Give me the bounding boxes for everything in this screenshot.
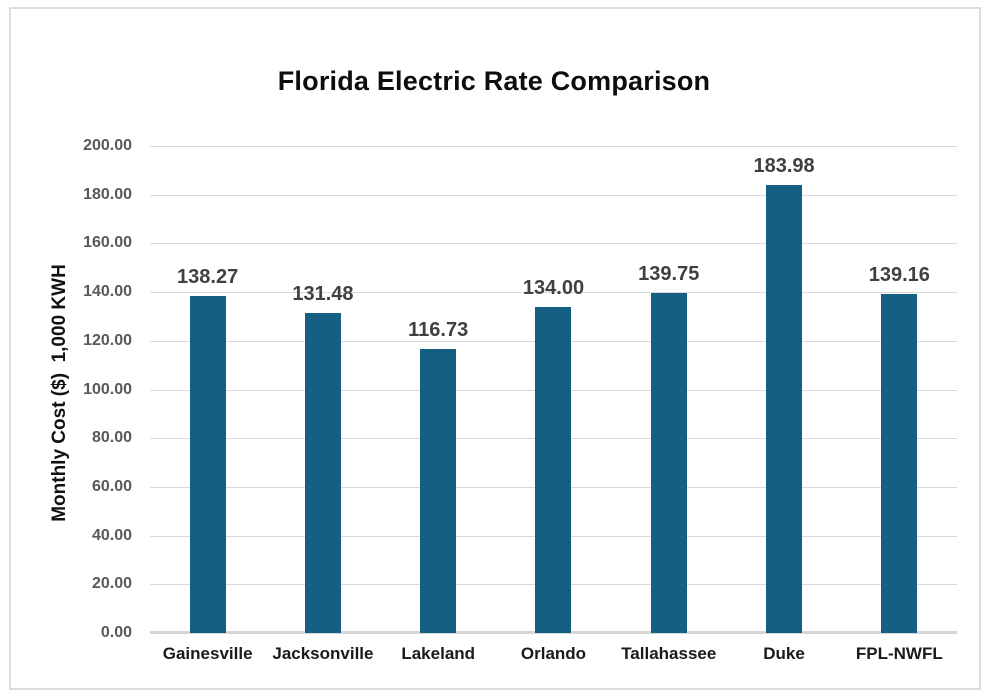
gridline xyxy=(150,194,957,196)
bar-value-label: 139.75 xyxy=(638,262,700,285)
bar-value-label: 138.27 xyxy=(177,266,239,289)
y-tick-label: 0.00 xyxy=(100,624,132,641)
x-category-label: Tallahassee xyxy=(621,644,717,663)
bar-slot: 134.00 xyxy=(496,146,611,633)
x-category-label: Jacksonville xyxy=(272,644,374,663)
bar xyxy=(304,312,341,633)
bar-slot: 116.73 xyxy=(381,146,496,633)
y-tick-label: 40.00 xyxy=(91,526,132,544)
bar-value-label: 183.98 xyxy=(753,155,815,178)
x-axis-category-labels: Gainesville Jacksonville Lakeland Orlando Ta… xyxy=(150,644,957,664)
y-tick-label: 200.00 xyxy=(83,137,132,154)
y-tick-label: 100.00 xyxy=(83,380,132,398)
bar-value-label: 131.48 xyxy=(292,282,354,305)
y-tick-label: 140.00 xyxy=(83,283,132,301)
bar-value-label: 139.16 xyxy=(868,264,930,287)
x-category-label: Lakeland xyxy=(401,644,476,663)
x-category-label: Duke xyxy=(763,644,805,663)
bar-value-label: 116.73 xyxy=(408,318,469,341)
x-category-label: Gainesville xyxy=(162,644,253,663)
bar-slot: 131.48 xyxy=(265,146,380,633)
y-tick-label: 20.00 xyxy=(91,575,132,593)
bar xyxy=(189,296,226,633)
bars-row: 138.27 131.48 116.73 134.00 139.75 183.98 139.… xyxy=(150,146,957,633)
bar xyxy=(766,185,803,633)
y-tick-label: 60.00 xyxy=(91,477,132,495)
bar xyxy=(881,294,918,633)
bar-slot: 183.98 xyxy=(726,146,841,633)
chart-title: Florida Electric Rate Comparison xyxy=(277,66,711,96)
bar xyxy=(420,348,457,633)
bar-value-label: 134.00 xyxy=(522,276,585,299)
gridline xyxy=(150,292,957,294)
x-category-label: FPL-NWFL xyxy=(855,644,943,663)
gridline xyxy=(150,146,957,147)
gridline xyxy=(150,243,957,245)
bar-slot: 139.75 xyxy=(611,146,726,633)
y-tick-label: 120.00 xyxy=(83,331,132,349)
y-axis-title: Monthly Cost ($) 1,000 KWH xyxy=(49,264,70,522)
x-category-label: Orlando xyxy=(520,644,587,663)
bar-slot: 139.16 xyxy=(842,146,957,633)
chart-frame xyxy=(9,7,981,690)
y-tick-label: 160.00 xyxy=(83,234,132,252)
y-tick-label: 80.00 xyxy=(91,429,132,447)
bar xyxy=(535,306,572,633)
y-tick-label: 180.00 xyxy=(83,185,132,203)
bar xyxy=(650,292,687,633)
bar-slot: 138.27 xyxy=(150,146,265,633)
